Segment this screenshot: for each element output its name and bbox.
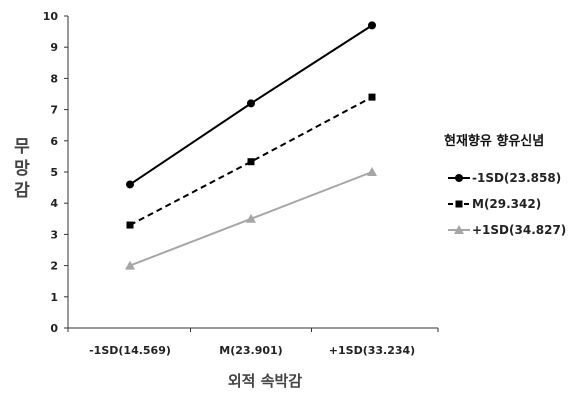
data-point — [126, 221, 134, 229]
legend: -1SD(23.858) M(29.342) +1SD(34.827) — [448, 171, 566, 237]
legend-label: -1SD(23.858) — [472, 171, 561, 185]
data-point — [368, 93, 376, 101]
y-tick-label: 8 — [50, 72, 58, 85]
series-line — [129, 96, 373, 226]
y-tick-label: 3 — [50, 228, 58, 241]
data-point — [367, 167, 377, 176]
y-tick-label: 0 — [50, 322, 58, 335]
x-axis-ticks: -1SD(14.569) M(23.901) +1SD(33.234) — [67, 328, 439, 357]
y-tick-label: 5 — [50, 166, 58, 179]
x-tick-label: -1SD(14.569) — [89, 344, 171, 357]
legend-item: +1SD(34.827) — [448, 223, 566, 237]
y-tick-label: 7 — [50, 104, 58, 117]
y-tick-label: 4 — [50, 197, 58, 210]
legend-label: +1SD(34.827) — [472, 223, 566, 237]
legend-item: -1SD(23.858) — [448, 171, 561, 185]
y-tick-label: 1 — [50, 291, 58, 304]
legend-label: M(29.342) — [472, 197, 541, 211]
y-tick-label: 9 — [50, 41, 58, 54]
y-axis-ticks: 0 1 2 3 4 5 6 7 8 9 10 — [43, 10, 68, 335]
data-point — [247, 99, 255, 108]
series-3 — [125, 167, 377, 270]
data-point — [368, 21, 376, 30]
legend-swatch-marker — [455, 200, 463, 208]
y-tick-label: 6 — [50, 135, 58, 148]
legend-swatch-marker — [455, 174, 463, 182]
x-tick-label: +1SD(33.234) — [329, 344, 415, 357]
data-point — [246, 213, 256, 223]
series-1 — [126, 21, 376, 189]
x-axis-title: 외적 속박감 — [228, 372, 302, 390]
y-tick-label: 10 — [43, 10, 59, 23]
data-point — [125, 260, 135, 270]
x-tick-label: M(23.901) — [219, 344, 282, 357]
series-layer — [125, 21, 377, 270]
data-point — [126, 180, 134, 189]
legend-title: 현재향유 향유신념 — [444, 133, 544, 149]
data-point — [247, 158, 255, 166]
legend-swatch-marker — [454, 225, 464, 234]
series-2 — [126, 93, 376, 229]
legend-item: M(29.342) — [448, 197, 541, 211]
y-tick-label: 2 — [50, 260, 58, 273]
